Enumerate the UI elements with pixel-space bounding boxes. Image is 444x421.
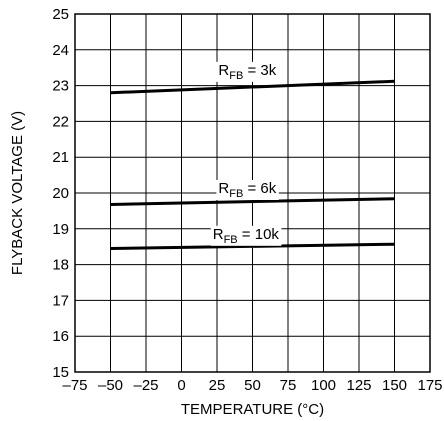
x-tick-label: 100	[311, 377, 336, 394]
series-line	[110, 197, 395, 206]
y-tick-label: 25	[52, 6, 69, 23]
x-tick-label: –75	[62, 377, 87, 394]
series-line	[110, 242, 395, 250]
series-label-bg	[216, 61, 279, 82]
x-tick-label: –50	[98, 377, 123, 394]
y-tick-label: 22	[52, 113, 69, 130]
series-line	[110, 79, 395, 95]
x-axis-ticks: –75 –50 –25 0 25 50 75 100 125 150 175	[62, 377, 442, 394]
x-tick-label: 125	[346, 377, 371, 394]
y-tick-label: 19	[52, 221, 69, 238]
series-label-bg	[210, 225, 282, 246]
y-tick-label: 24	[52, 42, 69, 59]
x-tick-label: 75	[280, 377, 297, 394]
y-tick-label: 20	[52, 185, 69, 202]
y-tick-label: 17	[52, 292, 69, 309]
x-tick-label: 0	[177, 377, 185, 394]
x-tick-label: 175	[417, 377, 442, 394]
series-label: RFB = 10k	[213, 226, 280, 246]
series-label: RFB = 3k	[218, 62, 276, 82]
plot-frame	[74, 13, 431, 373]
series-label: RFB = 6k	[218, 180, 276, 200]
x-tick-label: 150	[382, 377, 407, 394]
y-tick-label: 16	[52, 328, 69, 345]
y-tick-label: 21	[52, 149, 69, 166]
y-axis-ticks: 15 16 17 18 19 20 21 22 23 24 25	[52, 6, 69, 381]
x-tick-label: 25	[209, 377, 226, 394]
x-tick-label: 50	[244, 377, 261, 394]
x-axis-title: TEMPERATURE (°C)	[181, 401, 324, 418]
y-tick-label: 23	[52, 78, 69, 95]
y-tick-label: 18	[52, 257, 69, 274]
series-label-bg	[216, 180, 279, 200]
y-axis-title: FLYBACK VOLTAGE (V)	[9, 111, 26, 275]
x-tick-label: –25	[133, 377, 158, 394]
series-lines: RFB = 3k RFB = 6k RFB = 10k	[110, 61, 395, 250]
y-tick-label: 15	[52, 364, 69, 381]
